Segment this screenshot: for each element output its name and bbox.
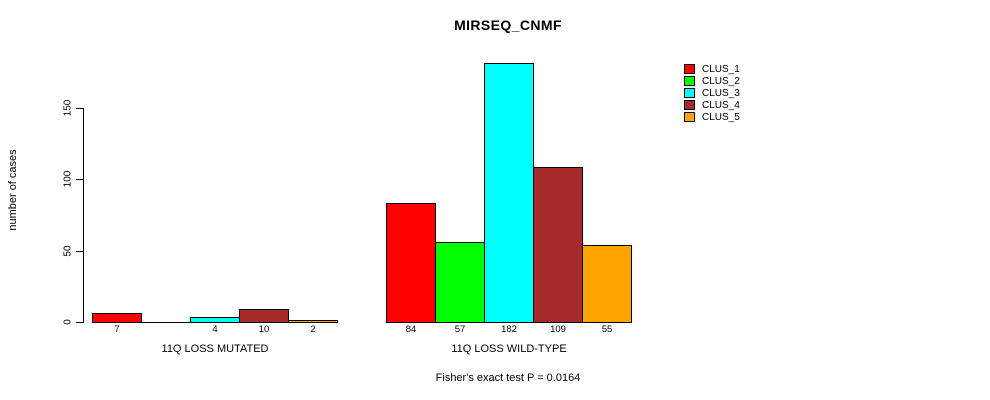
y-tick-100 bbox=[76, 179, 83, 180]
fisher-test-note: Fisher's exact test P = 0.0164 bbox=[435, 372, 581, 384]
bar-clus-2-mutated bbox=[141, 322, 191, 323]
y-tick-label-50: 50 bbox=[62, 245, 74, 257]
group-label-wild-type: 11Q LOSS WILD-TYPE bbox=[451, 343, 567, 355]
y-tick-0 bbox=[76, 322, 83, 323]
bar-value-clus-4-mutated: 10 bbox=[258, 324, 270, 335]
bar-value-clus-1-wild-type: 84 bbox=[405, 324, 417, 335]
bar-clus-3-wild-type bbox=[484, 63, 534, 323]
legend-swatch-clus-1 bbox=[684, 64, 695, 74]
legend-swatch-clus-3 bbox=[684, 88, 695, 98]
y-tick-50 bbox=[76, 251, 83, 252]
legend-label-clus-3: CLUS_3 bbox=[702, 88, 740, 99]
bar-clus-4-wild-type bbox=[533, 167, 583, 323]
bar-value-clus-1-mutated: 7 bbox=[114, 324, 120, 335]
bar-value-clus-5-mutated: 2 bbox=[310, 324, 316, 335]
legend-label-clus-5: CLUS_5 bbox=[702, 112, 740, 123]
legend-label-clus-2: CLUS_2 bbox=[702, 76, 740, 87]
y-axis-line bbox=[83, 108, 84, 323]
y-tick-150 bbox=[76, 108, 83, 109]
bar-clus-1-mutated bbox=[92, 313, 142, 323]
bar-value-clus-2-wild-type: 57 bbox=[454, 324, 466, 335]
bar-clus-4-mutated bbox=[239, 309, 289, 323]
bar-value-clus-5-wild-type: 55 bbox=[601, 324, 613, 335]
bar-clus-2-wild-type bbox=[435, 242, 485, 323]
bar-clus-5-mutated bbox=[288, 320, 338, 323]
legend-label-clus-1: CLUS_1 bbox=[702, 64, 740, 75]
bar-clus-5-wild-type bbox=[582, 245, 632, 323]
bar-value-clus-3-mutated: 4 bbox=[212, 324, 218, 335]
legend-swatch-clus-4 bbox=[684, 100, 695, 110]
bar-clus-1-wild-type bbox=[386, 203, 436, 323]
y-tick-label-100: 100 bbox=[62, 170, 74, 188]
group-label-mutated: 11Q LOSS MUTATED bbox=[161, 343, 269, 355]
bar-clus-3-mutated bbox=[190, 317, 240, 323]
y-axis-label: number of cases bbox=[7, 149, 19, 231]
chart-title: MIRSEQ_CNMF bbox=[454, 17, 562, 33]
y-tick-label-150: 150 bbox=[62, 99, 74, 117]
y-tick-label-0: 0 bbox=[62, 319, 74, 325]
bar-value-clus-3-wild-type: 182 bbox=[501, 324, 517, 335]
bar-value-clus-4-wild-type: 109 bbox=[550, 324, 566, 335]
legend-swatch-clus-2 bbox=[684, 76, 695, 86]
legend-swatch-clus-5 bbox=[684, 112, 695, 122]
legend-label-clus-4: CLUS_4 bbox=[702, 100, 740, 111]
